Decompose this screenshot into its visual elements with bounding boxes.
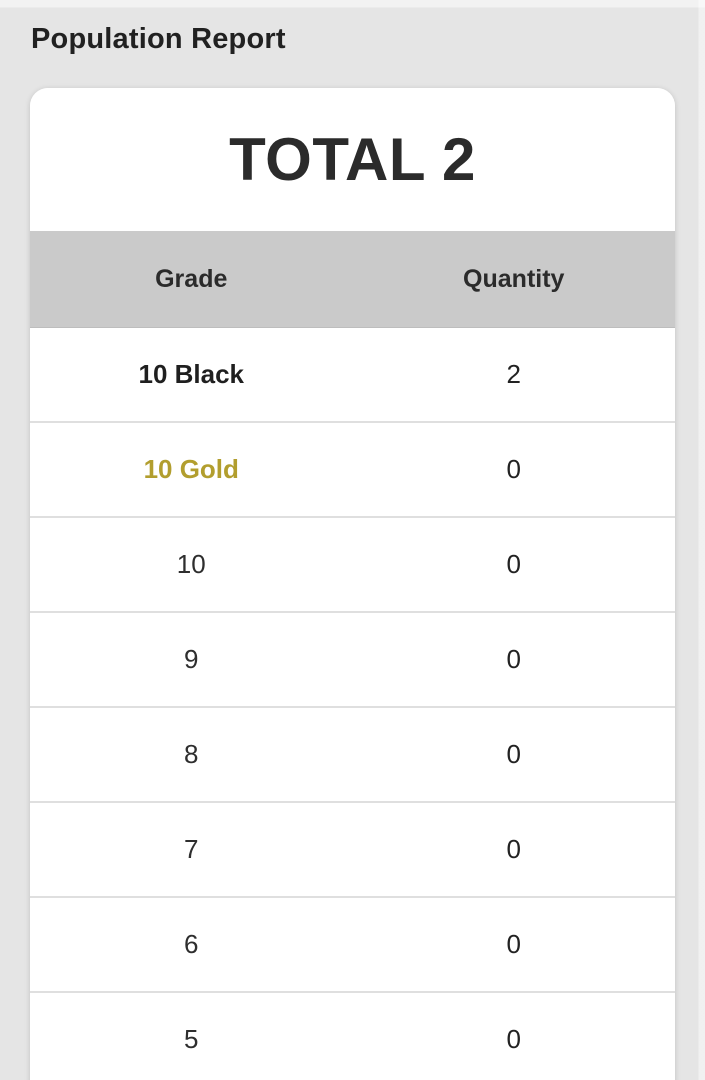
table-row-10-black: 10 Black 2: [30, 328, 675, 423]
grade-cell: 10: [176, 549, 206, 579]
quantity-cell: 0: [506, 739, 521, 769]
quantity-cell: 0: [506, 929, 521, 959]
total-label: TOTAL 2: [229, 125, 476, 194]
table-row-8: 8 0: [30, 708, 675, 803]
grade-cell: 7: [184, 834, 199, 864]
grade-cell: 8: [184, 739, 199, 769]
table-row-6: 6 0: [30, 898, 675, 993]
quantity-cell: 0: [506, 549, 521, 579]
grade-cell: 10 Black: [138, 359, 245, 389]
grade-cell: 10 Gold: [143, 454, 239, 484]
total-section: TOTAL 2: [30, 88, 675, 231]
quantity-cell: 2: [506, 359, 521, 389]
table-row-9: 9 0: [30, 613, 675, 708]
grade-cell: 9: [184, 644, 199, 674]
grade-cell: 6: [184, 929, 199, 959]
quantity-cell: 0: [506, 1024, 521, 1054]
total-prefix: TOTAL: [229, 126, 427, 193]
quantity-cell: 0: [506, 834, 521, 864]
report-card: TOTAL 2 Grade Quantity 10 Black 2 10 Gol…: [30, 88, 675, 1080]
grade-cell: 5: [184, 1024, 199, 1054]
total-value: 2: [442, 126, 476, 193]
page-title: Population Report: [31, 23, 286, 55]
table-row-10-gold: 10 Gold 0: [30, 423, 675, 518]
page-header: Population Report: [0, 0, 705, 88]
column-header-grade: Grade: [155, 264, 228, 293]
table-header-row: Grade Quantity: [30, 231, 675, 328]
table-row-10: 10 0: [30, 518, 675, 613]
quantity-cell: 0: [506, 454, 521, 484]
table-row-5: 5 0: [30, 993, 675, 1080]
table-row-7: 7 0: [30, 803, 675, 898]
quantity-cell: 0: [506, 644, 521, 674]
column-header-quantity: Quantity: [463, 264, 565, 293]
